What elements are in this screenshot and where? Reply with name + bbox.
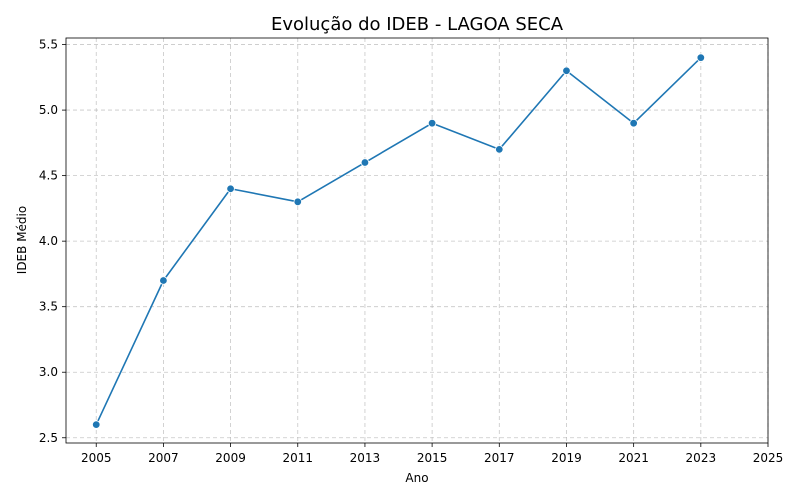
grid-layer bbox=[66, 38, 769, 443]
data-point bbox=[226, 184, 235, 193]
x-tick-label: 2011 bbox=[282, 451, 313, 465]
x-tick-label: 2007 bbox=[148, 451, 179, 465]
y-tick-label: 4.0 bbox=[39, 234, 58, 248]
y-tick-label: 5.0 bbox=[39, 103, 58, 117]
x-tick-label: 2015 bbox=[417, 451, 448, 465]
y-tick-label: 5.5 bbox=[39, 38, 58, 52]
y-tick-label: 2.5 bbox=[39, 431, 58, 445]
data-point bbox=[562, 66, 571, 75]
data-point bbox=[696, 53, 706, 62]
data-point bbox=[360, 158, 370, 167]
x-axis-label: Ano bbox=[405, 471, 428, 485]
y-axis-label: IDEB Médio bbox=[15, 206, 29, 274]
x-tick-label: 2021 bbox=[618, 451, 649, 465]
series-line bbox=[95, 57, 702, 425]
x-tick-label: 2017 bbox=[484, 451, 515, 465]
y-tick-label: 3.5 bbox=[39, 300, 58, 314]
data-point bbox=[92, 420, 101, 429]
y-tick-label: 3.0 bbox=[39, 365, 58, 379]
x-tick-label: 2005 bbox=[81, 451, 112, 465]
data-point bbox=[427, 118, 437, 128]
data-point bbox=[495, 145, 504, 154]
axes-layer: 2005 2007 2009 2011 2013 2015 2017 2019 2021 2023… bbox=[39, 38, 783, 465]
plot-frame bbox=[65, 37, 769, 444]
x-tick-label: 2009 bbox=[215, 451, 246, 465]
x-tick-label: 2013 bbox=[350, 451, 381, 465]
data-point bbox=[629, 118, 638, 128]
x-tick-label: 2025 bbox=[753, 451, 784, 465]
data-point bbox=[159, 276, 168, 285]
x-tick-label: 2023 bbox=[686, 451, 717, 465]
x-tick-label: 2019 bbox=[551, 451, 582, 465]
y-tick-label: 4.5 bbox=[39, 169, 58, 183]
series-layer bbox=[92, 53, 706, 429]
data-point bbox=[293, 197, 302, 207]
chart-title: Evolução do IDEB - LAGOA SECA bbox=[271, 14, 564, 35]
